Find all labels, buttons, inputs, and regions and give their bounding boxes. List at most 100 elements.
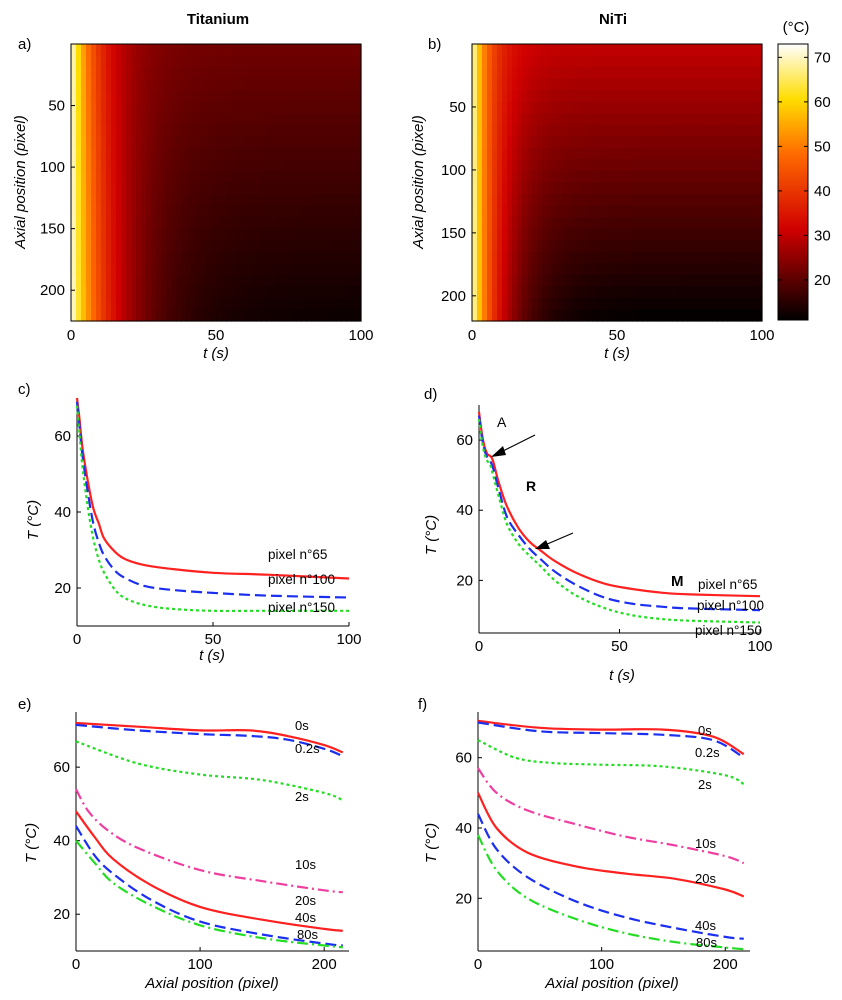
x-tick-label: 0: [468, 327, 476, 344]
heatmap-cell: [196, 159, 202, 172]
heatmap-cell: [256, 55, 262, 68]
heatmap-cell: [71, 263, 77, 276]
heatmap-cell: [702, 205, 708, 218]
heatmap-cell: [692, 113, 698, 126]
heatmap-cell: [702, 55, 708, 68]
heatmap-cell: [622, 309, 628, 322]
heatmap-cell: [567, 170, 573, 184]
heatmap-cell: [231, 205, 237, 218]
heatmap-cell: [552, 263, 558, 276]
heatmap-cell: [497, 147, 503, 161]
heatmap-cell: [236, 67, 242, 80]
heatmap-cell: [727, 124, 733, 137]
heatmap-cell: [622, 182, 628, 195]
heatmap-cell: [697, 228, 703, 241]
heatmap-cell: [251, 44, 257, 57]
heatmap-cell: [632, 101, 638, 114]
heatmap-cell: [567, 286, 573, 299]
heatmap-cell: [477, 67, 483, 80]
heatmap-cell: [567, 309, 573, 322]
y-tick-label: 40: [53, 833, 70, 850]
heatmap-cell: [542, 44, 548, 57]
heatmap-cell: [687, 297, 693, 311]
heatmap-cell: [512, 182, 518, 195]
heatmap-cell: [687, 309, 693, 322]
heatmap-cell: [482, 240, 488, 253]
heatmap-cell: [712, 78, 718, 91]
heatmap-cell: [161, 113, 167, 126]
heatmap-cell: [166, 309, 172, 322]
heatmap-cell: [311, 251, 317, 264]
heatmap-cell: [547, 263, 553, 276]
heatmap-cell: [106, 217, 112, 230]
heatmap-cell: [527, 136, 533, 149]
heatmap-cell: [732, 159, 738, 172]
heatmap-cell: [271, 228, 277, 241]
heatmap-cell: [261, 170, 267, 184]
heatmap-cell: [612, 286, 618, 299]
heatmap-cell: [96, 101, 102, 114]
heatmap-cell: [266, 228, 272, 241]
heatmap-cell: [126, 159, 132, 172]
heatmap-cell: [552, 194, 558, 207]
heatmap-cell: [206, 124, 212, 137]
heatmap-cell: [517, 170, 523, 184]
heatmap-cell: [76, 228, 82, 241]
heatmap-cell: [652, 44, 658, 57]
heatmap-cell: [281, 263, 287, 276]
heatmap-cell: [662, 182, 668, 195]
heatmap-cell: [221, 136, 227, 149]
heatmap-cell: [737, 205, 743, 218]
heatmap-cell: [647, 286, 653, 299]
heatmap-cell: [557, 286, 563, 299]
heatmap-cell: [136, 286, 142, 299]
heatmap-cell: [712, 194, 718, 207]
series-line: [75, 401, 350, 599]
heatmap-cell: [692, 90, 698, 103]
heatmap-cell: [637, 263, 643, 276]
heatmap-cell: [737, 170, 743, 184]
heatmap-cell: [201, 78, 207, 91]
heatmap-cell: [311, 274, 317, 287]
heatmap-cell: [667, 217, 673, 230]
heatmap-cell: [497, 205, 503, 218]
heatmap-cell: [517, 297, 523, 311]
heatmap-cell: [306, 251, 312, 264]
heatmap-cell: [612, 205, 618, 218]
heatmap-cell: [216, 90, 222, 103]
heatmap-cell: [346, 251, 352, 264]
heatmap-cell: [582, 147, 588, 161]
heatmap-cell: [291, 55, 297, 68]
heatmap-cell: [246, 286, 252, 299]
heatmap-cell: [752, 228, 758, 241]
heatmap-cell: [542, 136, 548, 149]
heatmap-cell: [71, 170, 77, 184]
heatmap-cell: [266, 55, 272, 68]
heatmap-cell: [311, 147, 317, 161]
heatmap-cell: [652, 170, 658, 184]
heatmap-b-ylabel: Axial position (pixel): [410, 115, 427, 249]
heatmap-cell: [692, 159, 698, 172]
heatmap-cell: [346, 90, 352, 103]
heatmap-cell: [632, 263, 638, 276]
heatmap-cell: [607, 251, 613, 264]
heatmap-cell: [201, 44, 207, 57]
heatmap-cell: [617, 44, 623, 57]
heatmap-cell: [487, 251, 493, 264]
heatmap-cell: [582, 159, 588, 172]
heatmap-cell: [727, 286, 733, 299]
heatmap-cell: [757, 194, 763, 207]
heatmap-cell: [226, 297, 232, 311]
heatmap-cell: [316, 182, 322, 195]
heatmap-cell: [96, 251, 102, 264]
heatmap-cell: [221, 274, 227, 287]
heatmap-cell: [532, 205, 538, 218]
heatmap-cell: [567, 263, 573, 276]
heatmap-cell: [146, 67, 152, 80]
heatmap-cell: [141, 67, 147, 80]
heatmap-cell: [281, 182, 287, 195]
heatmap-cell: [507, 44, 513, 57]
heatmap-cell: [156, 309, 162, 322]
heatmap-cell: [126, 90, 132, 103]
